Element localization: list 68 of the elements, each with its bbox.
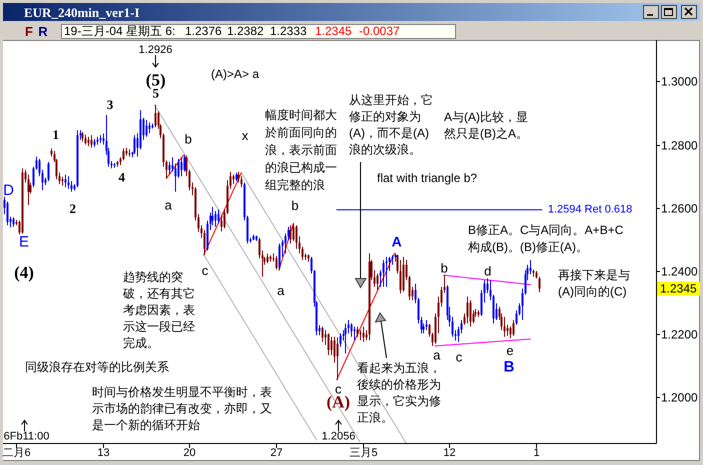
annotation: flat with triangle b?	[377, 171, 478, 185]
annotation: A	[392, 234, 402, 250]
y-tick-label: 1.2200	[661, 328, 698, 342]
annotation: 2	[69, 200, 76, 216]
annotation: b	[184, 130, 192, 146]
candlestick	[354, 326, 356, 340]
text: F	[25, 24, 34, 38]
candlestick	[360, 330, 362, 340]
annotation: a	[433, 346, 442, 362]
text: 1.2382	[227, 24, 264, 38]
x-tick-label: 12	[443, 447, 456, 459]
annotation: (4)	[14, 262, 34, 282]
annotation: 趋势线的突破，还有其它考虑因素，表示这一段已经完成。	[122, 270, 195, 350]
x-tick-label: 1	[533, 447, 540, 459]
annotation: b	[440, 260, 448, 276]
annotation: 1.2926	[138, 44, 172, 56]
annotation: x	[242, 128, 249, 142]
x-tick-label: 二月6	[2, 447, 31, 459]
annotation: 1	[52, 126, 59, 142]
annotation: 同级浪存在对等的比例关系	[25, 360, 169, 374]
annotation: a	[164, 196, 173, 212]
x-tick-label: 13	[97, 447, 110, 459]
text: 1.2345	[660, 282, 698, 296]
annotation: 幅度时间都大於前面同向的浪，表示前面的浪已构成一组完整的浪	[265, 108, 337, 192]
chart-title: EUR_240min_ver1-I	[24, 4, 140, 20]
line-series	[203, 172, 242, 256]
y-tick-label: 1.3000	[661, 74, 698, 88]
annotation: b	[291, 198, 299, 212]
annotation: d	[484, 263, 492, 278]
text: 1.2345	[315, 24, 352, 38]
text: R	[38, 24, 48, 38]
y-tick-label: 1.2400	[661, 264, 698, 278]
annotation: B	[504, 358, 515, 376]
annotation: 再接下来是与(A)同向的(C)	[558, 268, 630, 298]
y-tick-label: 1.2600	[661, 202, 698, 216]
annotation: c	[335, 380, 342, 396]
annotation: e	[506, 342, 514, 358]
line-series	[278, 222, 294, 271]
text: 19-三月-04 星期五 6:	[64, 24, 176, 38]
annotation: a	[277, 282, 286, 298]
annotation: E	[18, 233, 30, 250]
annotation: A与(A)比较，显然只是(B)之A。	[444, 110, 528, 140]
text: 1.2333	[270, 24, 308, 38]
annotation: 看起来为五浪，後续的价格形为显示，它实为修正浪。	[357, 361, 441, 424]
annotation: B修正A。C与A同向。A+B+C构成(B)。(B)修正(A)。	[467, 223, 624, 254]
line-series	[434, 338, 531, 346]
x-tick-label: 20	[183, 447, 196, 459]
annotation: 从这里开始，它修正的对象为(A)，而不是(A)浪的次级浪。	[349, 93, 433, 156]
text: 1.2376	[185, 24, 222, 38]
line-series	[166, 154, 184, 179]
series-label: 1.2594 Ret 0.618	[548, 204, 632, 216]
annotation: 时间与价格发生明显不平衡时，表示市场的韵律已有改变，亦即，又是一个新的循环开始	[92, 385, 272, 432]
annotation: c	[202, 262, 209, 278]
annotation: 6Fb11:00	[4, 430, 50, 442]
annotation: 1.2056	[322, 430, 356, 442]
text: -0.0037	[359, 24, 400, 38]
annotation: (A)>A> a	[211, 67, 260, 81]
candlestick	[386, 256, 388, 287]
annotation: D	[3, 182, 14, 198]
annotation: c	[456, 349, 463, 364]
annotation: 4	[118, 169, 126, 184]
x-tick-label: 三月5	[349, 447, 378, 459]
y-tick-label: 1.2800	[661, 138, 698, 152]
line-series	[336, 252, 396, 380]
line-series	[443, 274, 531, 286]
annotation: 3	[106, 96, 114, 112]
y-tick-label: 1.2000	[661, 390, 698, 404]
x-tick-label: 27	[270, 447, 283, 459]
